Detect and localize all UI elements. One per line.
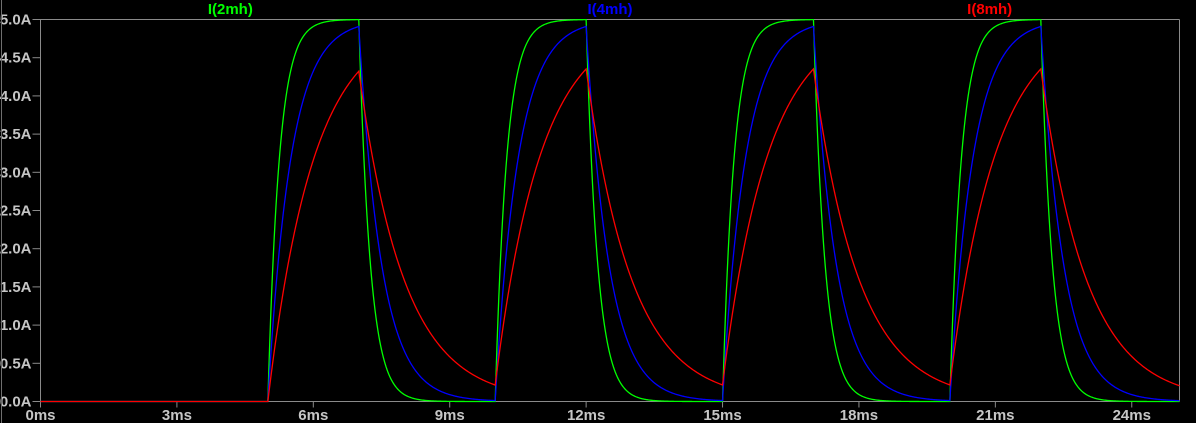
y-tick-label: 2.0A xyxy=(0,241,32,258)
trace-label-i8mh[interactable]: I(8mh) xyxy=(967,1,1013,18)
y-tick-label: 2.5A xyxy=(0,203,32,220)
x-tick-label: 3ms xyxy=(162,407,192,423)
y-tick-label: 3.5A xyxy=(0,126,32,143)
trace-label-i2mh[interactable]: I(2mh) xyxy=(207,1,253,18)
window-left-border xyxy=(1,0,2,423)
y-tick-label: 1.5A xyxy=(0,279,32,296)
y-tick-label: 4.5A xyxy=(0,50,32,67)
x-tick-label: 0ms xyxy=(25,407,55,423)
x-tick-label: 15ms xyxy=(703,407,741,423)
x-tick-label: 21ms xyxy=(976,407,1014,423)
trace-i4mh[interactable] xyxy=(40,25,1180,403)
x-tick-label: 9ms xyxy=(435,407,465,423)
y-tick-label: 0.5A xyxy=(0,355,32,372)
y-tick-label: 1.0A xyxy=(0,317,32,334)
x-tick-label: 18ms xyxy=(840,407,878,423)
trace-i8mh[interactable] xyxy=(40,67,1180,403)
x-tick-label: 6ms xyxy=(298,407,328,423)
y-tick-label: 4.0A xyxy=(0,88,32,105)
trace-i2mh[interactable] xyxy=(40,18,1180,403)
trace-label-i4mh[interactable]: I(4mh) xyxy=(587,1,633,18)
y-tick-label: 0.0A xyxy=(0,394,32,411)
x-tick-label: 12ms xyxy=(567,407,605,423)
x-tick-label: 24ms xyxy=(1113,407,1151,423)
y-tick-label: 3.0A xyxy=(0,164,32,181)
y-tick-label: 5.0A xyxy=(0,12,32,29)
